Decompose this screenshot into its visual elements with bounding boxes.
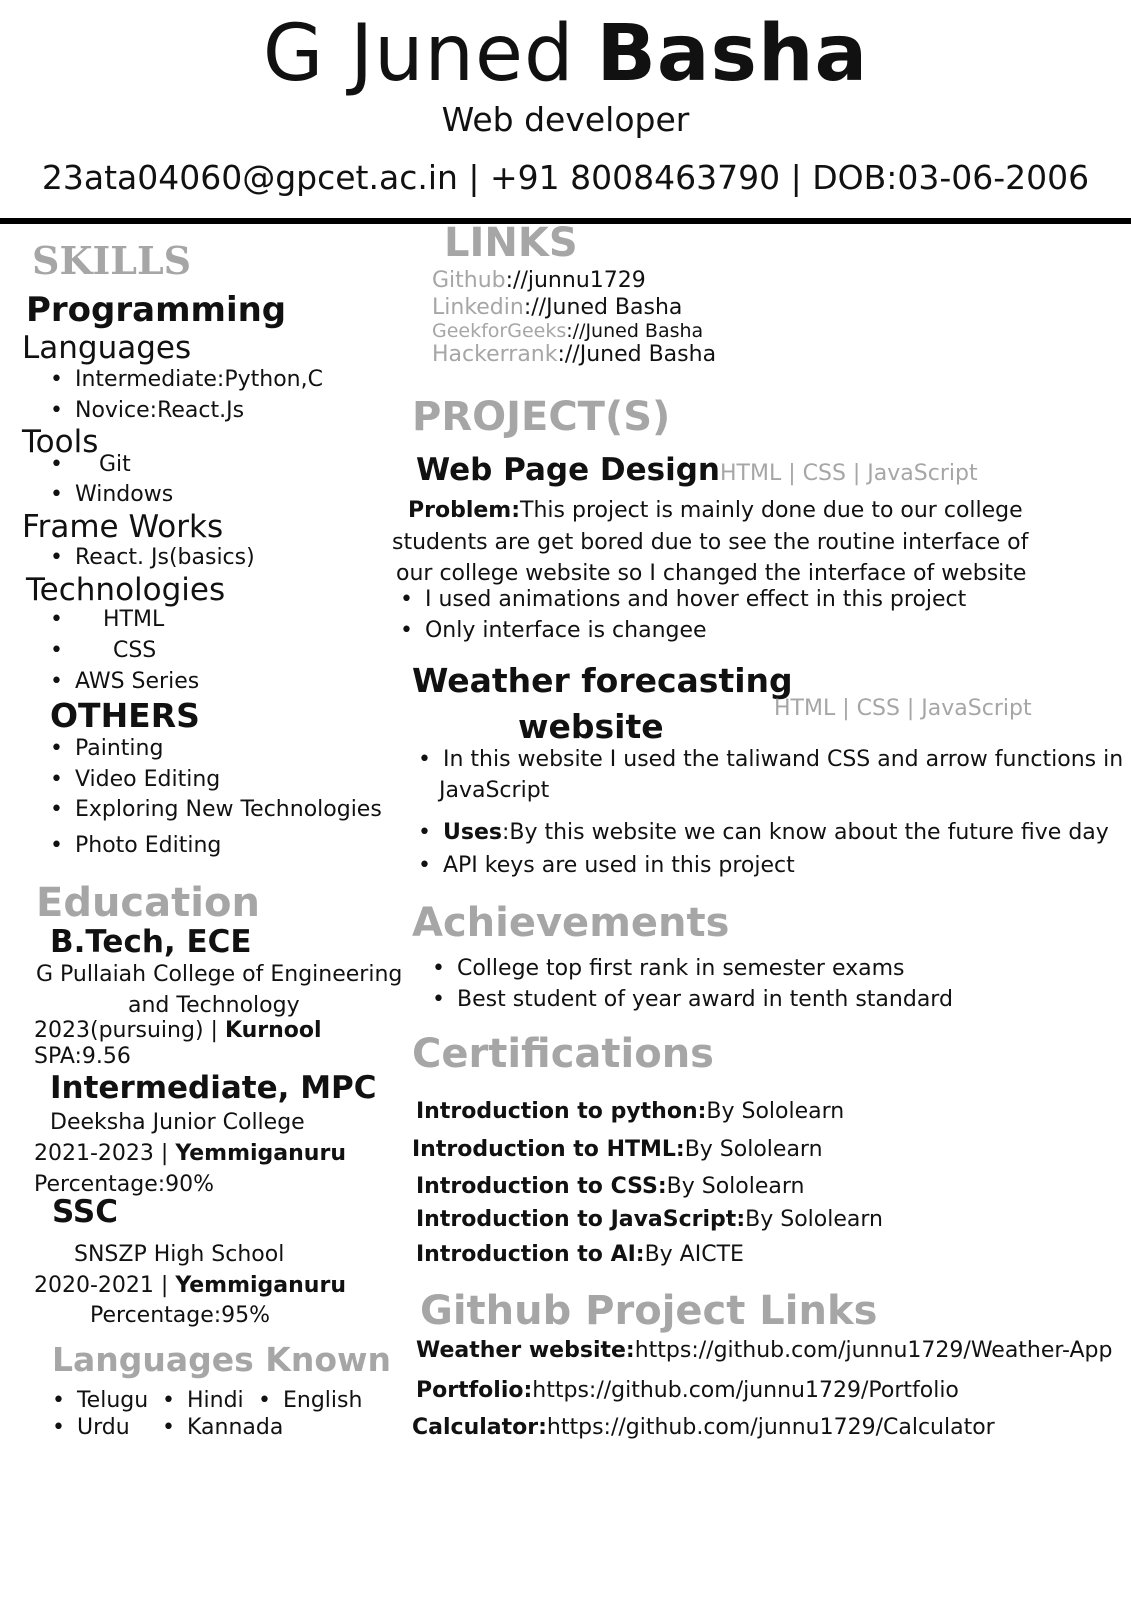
github-link-weather[interactable]: Weather website:https://github.com/junnu… xyxy=(416,1338,1113,1363)
others-heading: OTHERS xyxy=(50,696,200,735)
inter-score: Percentage:90% xyxy=(34,1172,215,1197)
project-problem: students are get bored due to see the ro… xyxy=(392,530,1029,555)
project-title: website xyxy=(518,707,664,746)
links-heading: LINKS xyxy=(444,220,578,266)
certification-item: Introduction to JavaScript:By Sololearn xyxy=(416,1207,883,1232)
project-problem: our college website so I changed the int… xyxy=(396,561,1027,586)
ssc-score: Percentage:95% xyxy=(90,1303,271,1328)
skill-item: Novice:React.Js xyxy=(50,398,244,423)
last-name: Basha xyxy=(596,9,869,99)
link-hackerrank[interactable]: Hackerrank://Juned Basha xyxy=(432,342,717,367)
skill-item: Painting xyxy=(50,736,163,761)
language-item: Telugu xyxy=(52,1388,148,1413)
skill-item: Photo Editing xyxy=(50,833,221,858)
project-bullet-cont: JavaScript xyxy=(439,778,550,803)
education-heading: Education xyxy=(36,880,260,926)
certification-item: Introduction to AI:By AICTE xyxy=(416,1242,744,1267)
ssc-degree: SSC xyxy=(52,1194,119,1230)
certifications-heading: Certifications xyxy=(412,1031,714,1077)
resume-name: G Juned Basha xyxy=(0,8,1131,100)
btech-years: 2023(pursuing) | Kurnool xyxy=(34,1018,322,1043)
frameworks-heading: Frame Works xyxy=(22,509,224,545)
github-links-heading: Github Project Links xyxy=(420,1288,878,1334)
skill-item: Exploring New Technologies xyxy=(50,797,382,822)
first-name: G Juned xyxy=(262,9,575,99)
inter-college: Deeksha Junior College xyxy=(50,1110,305,1135)
ssc-years: 2020-2021 | Yemmiganuru xyxy=(34,1273,346,1298)
language-item: English xyxy=(258,1388,362,1413)
programming-heading: Programming xyxy=(26,290,287,330)
github-link-portfolio[interactable]: Portfolio:https://github.com/junnu1729/P… xyxy=(416,1378,959,1403)
inter-years: 2021-2023 | Yemmiganuru xyxy=(34,1141,346,1166)
link-github[interactable]: Github://junnu1729 xyxy=(432,268,646,293)
language-item: Kannada xyxy=(162,1415,283,1440)
skill-item: • Git xyxy=(50,452,131,477)
language-item: Urdu xyxy=(52,1415,130,1440)
ssc-school: SNSZP High School xyxy=(74,1242,285,1267)
skill-item: Video Editing xyxy=(50,767,220,792)
project-bullet: I used animations and hover effect in th… xyxy=(400,587,966,612)
project-problem: Problem:This project is mainly done due … xyxy=(408,498,1023,523)
btech-college: G Pullaiah College of Engineering xyxy=(36,962,403,987)
project-bullet: API keys are used in this project xyxy=(418,853,795,878)
certification-item: Introduction to HTML:By Sololearn xyxy=(412,1137,823,1162)
link-geekforgeeks[interactable]: GeekforGeeks://Juned Basha xyxy=(432,320,704,342)
project-title: Weather forecasting xyxy=(412,661,793,700)
contact-line: 23ata04060@gpcet.ac.in | +91 8008463790 … xyxy=(41,158,1090,197)
achievements-heading: Achievements xyxy=(412,900,730,946)
skill-item: Windows xyxy=(50,482,173,507)
skills-heading: SKILLS xyxy=(32,238,192,283)
project-tech: HTML | CSS | JavaScript xyxy=(774,696,1032,721)
tools-heading: Tools xyxy=(22,424,99,460)
skill-item: React. Js(basics) xyxy=(50,545,255,570)
btech-score: SPA:9.56 xyxy=(34,1044,131,1069)
btech-college: and Technology xyxy=(128,993,300,1018)
achievement-item: College top first rank in semester exams xyxy=(432,956,905,981)
skill-item: Intermediate:Python,C xyxy=(50,367,323,392)
project-bullet: In this website I used the taliwand CSS … xyxy=(418,747,1123,772)
header-divider xyxy=(0,218,1131,224)
link-linkedin[interactable]: Linkedin://Juned Basha xyxy=(432,295,683,320)
languages-heading: Languages xyxy=(22,330,192,366)
projects-heading: PROJECT(S) xyxy=(412,394,671,440)
skill-item: • CSS xyxy=(50,638,157,663)
project-title: Web Page Design xyxy=(416,452,721,488)
github-link-calculator[interactable]: Calculator:https://github.com/junnu1729/… xyxy=(412,1415,995,1440)
project-bullet: • Uses:By this website we can know about … xyxy=(418,820,1108,845)
achievement-item: Best student of year award in tenth stan… xyxy=(432,987,953,1012)
btech-degree: B.Tech, ECE xyxy=(50,924,252,960)
certification-item: Introduction to CSS:By Sololearn xyxy=(416,1174,805,1199)
technologies-heading: Technologies xyxy=(26,572,226,608)
language-item: Hindi xyxy=(162,1388,244,1413)
skill-item: • HTML xyxy=(50,607,165,632)
languages-known-heading: Languages Known xyxy=(52,1340,392,1379)
certification-item: Introduction to python:By Sololearn xyxy=(416,1099,845,1124)
project-tech: HTML | CSS | JavaScript xyxy=(720,461,978,486)
project-bullet: Only interface is changee xyxy=(400,618,707,643)
job-title: Web developer xyxy=(441,100,690,139)
inter-degree: Intermediate, MPC xyxy=(50,1070,377,1106)
skill-item: AWS Series xyxy=(50,669,199,694)
